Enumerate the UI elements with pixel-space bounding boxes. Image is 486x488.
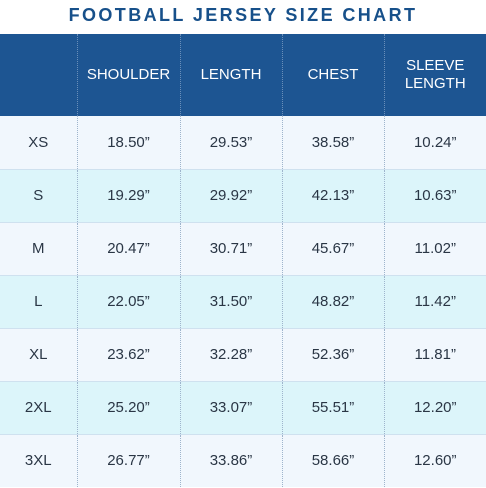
header-cell-length: LENGTH — [180, 34, 283, 116]
size-chart-table: SHOULDER LENGTH CHEST SLEEVE LENGTH XS 1… — [0, 34, 486, 487]
sleeve-length-value: 10.63” — [384, 169, 486, 223]
header-cell-shoulder: SHOULDER — [77, 34, 181, 116]
sleeve-length-value: 11.02” — [384, 222, 486, 276]
header-cell-size — [0, 34, 78, 116]
header-cell-sleeve-length: SLEEVE LENGTH — [384, 34, 486, 116]
size-label: 3XL — [0, 434, 78, 487]
length-value: 33.07” — [180, 381, 283, 435]
shoulder-value: 26.77” — [77, 434, 181, 487]
chest-value: 45.67” — [282, 222, 385, 276]
sleeve-length-value: 11.42” — [384, 275, 486, 329]
table-row: XL 23.62” 32.28” 52.36” 11.81” — [0, 328, 486, 382]
table-row: 3XL 26.77” 33.86” 58.66” 12.60” — [0, 434, 486, 487]
table-row: L 22.05” 31.50” 48.82” 11.42” — [0, 275, 486, 329]
size-label: L — [0, 275, 78, 329]
chest-value: 38.58” — [282, 116, 385, 170]
sleeve-length-value: 10.24” — [384, 116, 486, 170]
chest-value: 58.66” — [282, 434, 385, 487]
shoulder-value: 18.50” — [77, 116, 181, 170]
table-header-row: SHOULDER LENGTH CHEST SLEEVE LENGTH — [0, 34, 486, 116]
chest-value: 55.51” — [282, 381, 385, 435]
length-value: 30.71” — [180, 222, 283, 276]
sleeve-length-value: 12.20” — [384, 381, 486, 435]
shoulder-value: 20.47” — [77, 222, 181, 276]
size-label: S — [0, 169, 78, 223]
length-value: 29.53” — [180, 116, 283, 170]
chest-value: 48.82” — [282, 275, 385, 329]
sleeve-length-value: 11.81” — [384, 328, 486, 382]
table-row: 2XL 25.20” 33.07” 55.51” 12.20” — [0, 381, 486, 435]
header-sleeve-line-2: LENGTH — [404, 75, 466, 92]
size-label: XL — [0, 328, 78, 382]
length-value: 31.50” — [180, 275, 283, 329]
chest-value: 42.13” — [282, 169, 385, 223]
shoulder-value: 25.20” — [77, 381, 181, 435]
size-label: XS — [0, 116, 78, 170]
table-row: M 20.47” 30.71” 45.67” 11.02” — [0, 222, 486, 276]
sleeve-length-value: 12.60” — [384, 434, 486, 487]
shoulder-value: 22.05” — [77, 275, 181, 329]
header-cell-chest: CHEST — [282, 34, 385, 116]
header-sleeve-line-1: SLEEVE — [406, 57, 465, 74]
chest-value: 52.36” — [282, 328, 385, 382]
shoulder-value: 23.62” — [77, 328, 181, 382]
size-label: M — [0, 222, 78, 276]
length-value: 29.92” — [180, 169, 283, 223]
length-value: 32.28” — [180, 328, 283, 382]
page-title: FOOTBALL JERSEY SIZE CHART — [68, 4, 418, 25]
table-row: S 19.29” 29.92” 42.13” 10.63” — [0, 169, 486, 223]
shoulder-value: 19.29” — [77, 169, 181, 223]
table-row: XS 18.50” 29.53” 38.58” 10.24” — [0, 116, 486, 170]
size-label: 2XL — [0, 381, 78, 435]
length-value: 33.86” — [180, 434, 283, 487]
